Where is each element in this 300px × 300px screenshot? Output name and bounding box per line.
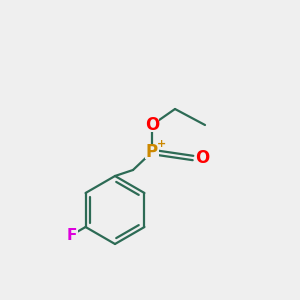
Text: P: P [146,143,158,161]
Text: F: F [67,227,77,242]
FancyBboxPatch shape [195,151,209,165]
FancyBboxPatch shape [145,118,159,132]
Text: O: O [195,149,209,167]
FancyBboxPatch shape [66,229,78,241]
FancyBboxPatch shape [145,145,159,159]
Text: O: O [145,116,159,134]
Text: +: + [156,139,166,149]
